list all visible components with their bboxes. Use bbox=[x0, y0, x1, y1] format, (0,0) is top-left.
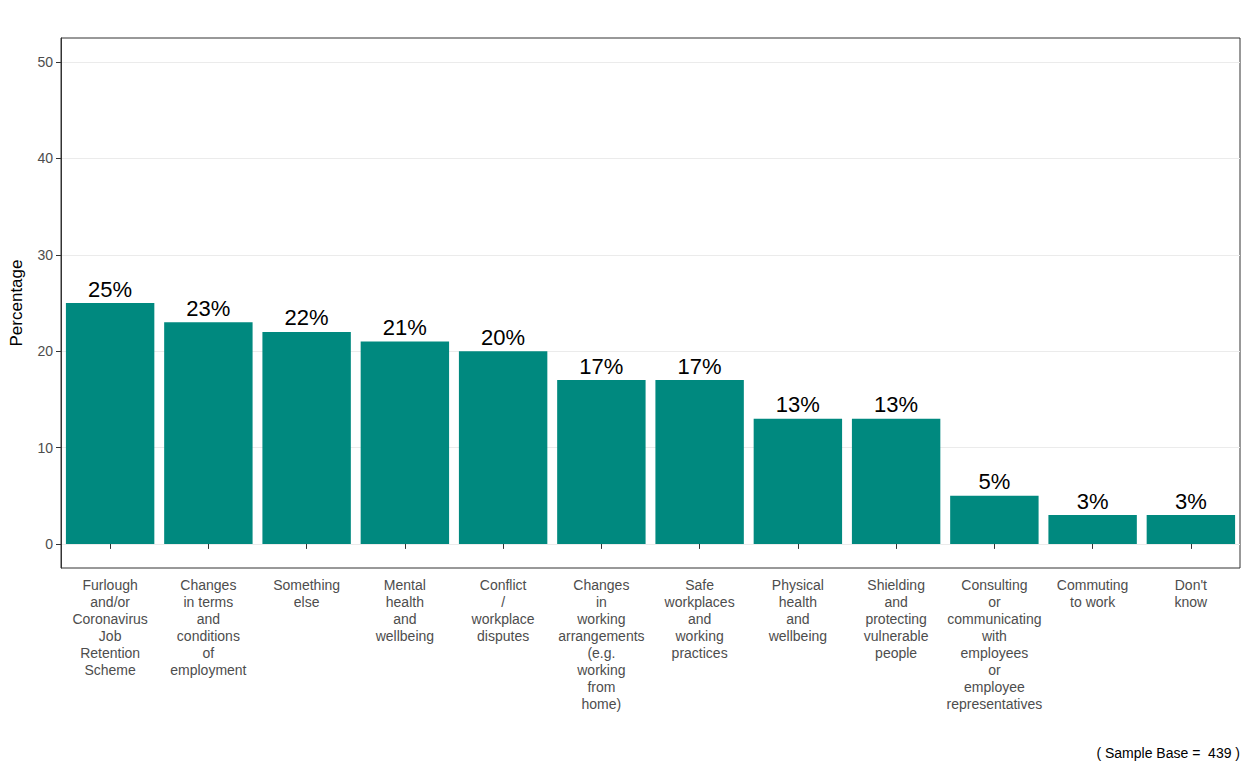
svg-text:else: else bbox=[294, 594, 320, 610]
svg-text:health: health bbox=[779, 594, 817, 610]
svg-text:Physical: Physical bbox=[772, 577, 824, 593]
svg-text:conditions: conditions bbox=[177, 628, 240, 644]
svg-text:wellbeing: wellbeing bbox=[375, 628, 434, 644]
svg-text:with: with bbox=[981, 628, 1007, 644]
svg-text:or: or bbox=[988, 594, 1001, 610]
svg-text:40: 40 bbox=[37, 150, 53, 166]
svg-text:Retention: Retention bbox=[80, 645, 140, 661]
svg-text:25%: 25% bbox=[88, 277, 132, 302]
svg-text:( Sample Base = 439 ): ( Sample Base = 439 ) bbox=[1096, 745, 1240, 761]
svg-text:know: know bbox=[1175, 594, 1209, 610]
svg-text:disputes: disputes bbox=[477, 628, 529, 644]
svg-text:Scheme: Scheme bbox=[84, 662, 136, 678]
svg-text:arrangements: arrangements bbox=[558, 628, 644, 644]
svg-text:and: and bbox=[393, 611, 416, 627]
svg-text:23%: 23% bbox=[186, 296, 230, 321]
svg-text:representatives: representatives bbox=[947, 696, 1043, 712]
svg-text:13%: 13% bbox=[874, 392, 918, 417]
svg-text:Safe: Safe bbox=[685, 577, 714, 593]
svg-text:Changes: Changes bbox=[573, 577, 629, 593]
svg-text:communicating: communicating bbox=[947, 611, 1041, 627]
svg-text:Changes: Changes bbox=[180, 577, 236, 593]
svg-text:21%: 21% bbox=[383, 315, 427, 340]
svg-text:workplaces: workplaces bbox=[664, 594, 735, 610]
svg-text:or: or bbox=[988, 662, 1001, 678]
svg-text:and: and bbox=[688, 611, 711, 627]
svg-text:13%: 13% bbox=[776, 392, 820, 417]
svg-text:working: working bbox=[675, 628, 724, 644]
svg-text:of: of bbox=[203, 645, 215, 661]
svg-text:employment: employment bbox=[170, 662, 246, 678]
svg-text:30: 30 bbox=[37, 247, 53, 263]
svg-text:and: and bbox=[884, 594, 907, 610]
svg-text:3%: 3% bbox=[1175, 489, 1207, 514]
svg-text:17%: 17% bbox=[579, 354, 623, 379]
svg-text:5%: 5% bbox=[978, 469, 1010, 494]
svg-text:Consulting: Consulting bbox=[961, 577, 1027, 593]
svg-text:employee: employee bbox=[964, 679, 1025, 695]
svg-text:Don't: Don't bbox=[1175, 577, 1207, 593]
svg-text:0: 0 bbox=[45, 536, 53, 552]
svg-text:and/or: and/or bbox=[90, 594, 130, 610]
svg-text:/: / bbox=[501, 594, 505, 610]
svg-text:Job: Job bbox=[99, 628, 122, 644]
svg-text:3%: 3% bbox=[1077, 489, 1109, 514]
svg-text:Percentage: Percentage bbox=[7, 260, 26, 347]
svg-text:people: people bbox=[875, 645, 917, 661]
svg-text:and: and bbox=[786, 611, 809, 627]
svg-text:in: in bbox=[596, 594, 607, 610]
svg-text:to work: to work bbox=[1070, 594, 1116, 610]
svg-text:home): home) bbox=[582, 696, 622, 712]
svg-text:working: working bbox=[576, 611, 625, 627]
svg-text:employees: employees bbox=[961, 645, 1029, 661]
svg-text:Mental: Mental bbox=[384, 577, 426, 593]
svg-text:Coronavirus: Coronavirus bbox=[72, 611, 147, 627]
svg-text:22%: 22% bbox=[285, 305, 329, 330]
svg-text:50: 50 bbox=[37, 54, 53, 70]
svg-text:(e.g.: (e.g. bbox=[587, 645, 615, 661]
svg-text:workplace: workplace bbox=[471, 611, 535, 627]
svg-text:wellbeing: wellbeing bbox=[768, 628, 827, 644]
svg-text:working: working bbox=[576, 662, 625, 678]
svg-text:vulnerable: vulnerable bbox=[864, 628, 929, 644]
svg-text:Shielding: Shielding bbox=[867, 577, 925, 593]
svg-text:Furlough: Furlough bbox=[82, 577, 137, 593]
svg-text:17%: 17% bbox=[678, 354, 722, 379]
svg-text:10: 10 bbox=[37, 440, 53, 456]
svg-text:Commuting: Commuting bbox=[1057, 577, 1129, 593]
svg-text:in terms: in terms bbox=[183, 594, 233, 610]
svg-text:practices: practices bbox=[672, 645, 728, 661]
svg-text:from: from bbox=[587, 679, 615, 695]
svg-text:protecting: protecting bbox=[865, 611, 926, 627]
svg-text:and: and bbox=[197, 611, 220, 627]
svg-text:20: 20 bbox=[37, 343, 53, 359]
svg-text:Something: Something bbox=[273, 577, 340, 593]
svg-text:Conflict: Conflict bbox=[480, 577, 527, 593]
svg-text:health: health bbox=[386, 594, 424, 610]
svg-text:20%: 20% bbox=[481, 325, 525, 350]
